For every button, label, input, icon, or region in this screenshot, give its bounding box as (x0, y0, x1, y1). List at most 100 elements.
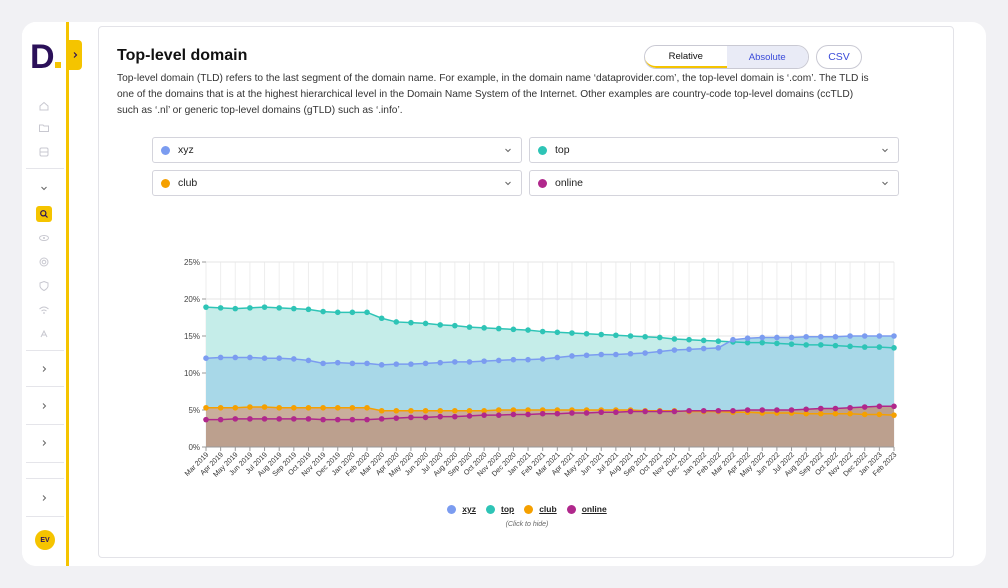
eye-icon[interactable] (36, 230, 52, 246)
chevron-down-icon (505, 148, 511, 153)
logo-dot (54, 62, 61, 68)
point-xyz (481, 358, 487, 364)
point-online (261, 416, 268, 422)
point-top (495, 325, 502, 332)
point-xyz (847, 333, 853, 339)
point-top (583, 330, 590, 337)
point-club (305, 404, 312, 411)
point-online (788, 407, 795, 413)
point-top (481, 325, 487, 331)
point-club (818, 410, 824, 417)
point-online (247, 416, 253, 422)
select-label: online (555, 177, 584, 189)
point-xyz (334, 359, 341, 366)
point-top (393, 319, 400, 325)
point-online (364, 416, 370, 423)
legend-item-online[interactable]: online (566, 504, 607, 514)
wifi-icon[interactable] (36, 302, 52, 318)
chevron-right-icon[interactable] (38, 492, 50, 504)
tld-select-top[interactable]: top (529, 137, 899, 163)
point-online (686, 407, 692, 414)
point-top (525, 327, 531, 333)
point-top (803, 342, 809, 348)
logo[interactable]: D (30, 40, 61, 74)
y-tick-label: 0% (188, 443, 200, 452)
point-online (627, 408, 634, 415)
relative-absolute-toggle[interactable]: Relative Absolute (644, 45, 809, 69)
series-color-dot (161, 178, 170, 188)
point-online (774, 407, 780, 413)
point-club (247, 404, 253, 410)
point-top (774, 340, 780, 347)
point-online (481, 412, 487, 418)
legend-hint: (Click to hide) (505, 521, 549, 528)
point-xyz (203, 355, 209, 361)
tld-select-online[interactable]: online (529, 170, 899, 196)
point-online (671, 408, 678, 415)
point-top (832, 342, 839, 349)
relative-option[interactable]: Relative (645, 46, 727, 68)
collapse-sidebar-button[interactable] (68, 40, 82, 70)
chevron-right-icon[interactable] (38, 437, 50, 449)
point-xyz (671, 347, 678, 353)
point-top (452, 322, 458, 329)
point-club (876, 411, 883, 418)
broadcast-icon[interactable] (36, 326, 52, 342)
point-top (349, 309, 356, 316)
tld-select-xyz[interactable]: xyz (152, 137, 522, 163)
point-club (261, 404, 268, 410)
point-xyz (437, 359, 444, 366)
point-top (686, 336, 692, 343)
point-club (847, 410, 853, 417)
point-top (671, 336, 678, 342)
chevron-right-icon[interactable] (38, 400, 50, 412)
point-xyz (832, 333, 839, 340)
point-club (334, 404, 341, 411)
point-club (320, 404, 326, 411)
chevron-down-icon[interactable] (36, 180, 52, 196)
home-icon[interactable] (36, 98, 52, 114)
point-online (452, 413, 458, 420)
point-club (393, 407, 400, 414)
folder-icon[interactable] (36, 120, 52, 136)
point-xyz (598, 351, 605, 358)
point-xyz (217, 354, 224, 361)
select-label: xyz (178, 144, 194, 156)
point-top (334, 309, 341, 316)
tld-select-club[interactable]: club (152, 170, 522, 196)
point-xyz (613, 351, 619, 358)
point-xyz (642, 350, 648, 356)
area-online (206, 406, 894, 447)
chevron-down-icon (882, 148, 888, 153)
point-xyz (408, 361, 414, 367)
point-xyz (452, 359, 458, 365)
avatar[interactable]: EV (35, 530, 55, 550)
point-xyz (583, 352, 590, 359)
point-online (408, 414, 414, 421)
point-top (510, 326, 517, 333)
point-top (378, 315, 385, 322)
legend-label: top (500, 504, 515, 514)
legend-item-xyz[interactable]: xyz (447, 504, 476, 514)
database-icon[interactable] (36, 144, 52, 160)
absolute-option[interactable]: Absolute (726, 46, 808, 68)
sidebar-divider (26, 516, 64, 517)
chevron-right-icon[interactable] (38, 363, 50, 375)
point-online (803, 406, 809, 413)
point-xyz (378, 362, 385, 368)
point-top (613, 332, 619, 339)
fingerprint-icon[interactable] (36, 254, 52, 270)
search-icon[interactable] (36, 206, 52, 222)
page-description: Top-level domain (TLD) refers to the las… (117, 73, 869, 116)
legend-item-club[interactable]: club (524, 504, 557, 514)
csv-button[interactable]: CSV (816, 45, 862, 69)
point-club (803, 410, 809, 417)
point-club (378, 407, 385, 414)
legend-item-top[interactable]: top (485, 504, 515, 514)
point-club (452, 407, 458, 414)
point-online (744, 407, 751, 413)
series-color-dot (161, 145, 170, 155)
shield-icon[interactable] (36, 278, 52, 294)
point-club (217, 404, 224, 411)
